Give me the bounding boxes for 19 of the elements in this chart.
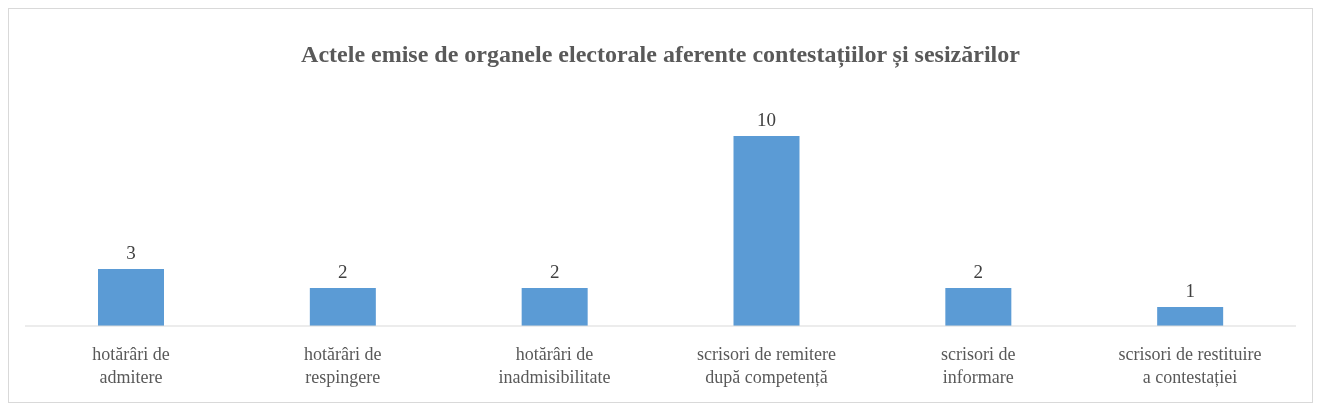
x-tick-label: hotărâri de respingere (304, 344, 382, 387)
data-label: 2 (338, 261, 348, 282)
data-label: 2 (549, 261, 560, 282)
data-label: 10 (757, 109, 776, 130)
bar (733, 136, 800, 326)
x-tick-label: hotărâri de inadmisibilitate (498, 344, 611, 387)
x-tick-label: scrisori de informare (941, 344, 1016, 387)
bar (98, 269, 164, 326)
data-label: 2 (973, 261, 984, 282)
bar (1157, 307, 1224, 326)
data-label: 3 (126, 242, 136, 263)
data-label: 1 (1185, 280, 1195, 301)
x-tick-label: scrisori de restituire a contestației (1118, 344, 1262, 387)
bar (521, 288, 588, 326)
x-tick-label: scrisori de remitere după competență (696, 344, 836, 387)
bar (309, 288, 376, 326)
bar (945, 288, 1012, 326)
chart-title: Actele emise de organele electorale aferente contestațiilor și sesizărilor (300, 41, 1021, 70)
x-tick-label: hotărâri de admitere (92, 344, 170, 387)
